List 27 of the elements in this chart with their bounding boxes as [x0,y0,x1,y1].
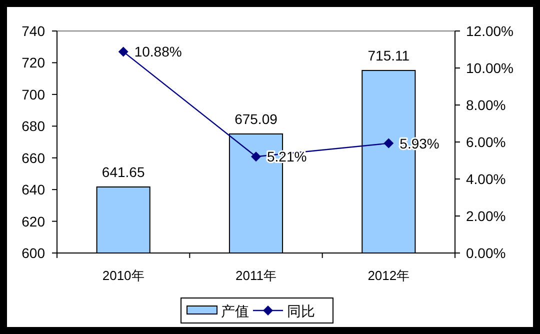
y2-tick-label: 10.00% [466,60,514,76]
point [384,138,394,148]
y2-tick-label: 0.00% [466,245,506,261]
y-tick-label: 700 [22,86,46,102]
data-label: 641.65 [102,164,145,180]
data-label: 675.09 [234,110,278,127]
y2-tick-label: 4.00% [466,171,506,187]
data-label: 715.11 [368,47,410,64]
point [251,152,261,162]
y-tick-label: 680 [22,118,46,134]
y-tick-label: 600 [22,245,46,261]
y2-tick-label: 2.00% [466,208,506,224]
y-tick-label: 620 [22,213,46,230]
y-tick-label: 720 [22,54,46,71]
y2-tick-label: 6.00% [466,134,506,150]
point [118,46,128,57]
y2-tick-label: 12.00% [466,23,514,39]
y-tick-label: 740 [22,23,46,39]
x-tick-label: 2012年 [368,268,410,283]
y2-tick-label: 8.00% [466,97,506,113]
y-tick-label: 660 [22,150,46,166]
x-tick-label: 2010年 [102,268,144,283]
y-tick-label: 640 [22,182,46,198]
data-label: 10.88% [134,44,182,60]
x-tick-label: 2011年 [236,268,276,283]
legend-label: 产值 [221,303,249,319]
legend-label: 同比 [287,303,315,319]
